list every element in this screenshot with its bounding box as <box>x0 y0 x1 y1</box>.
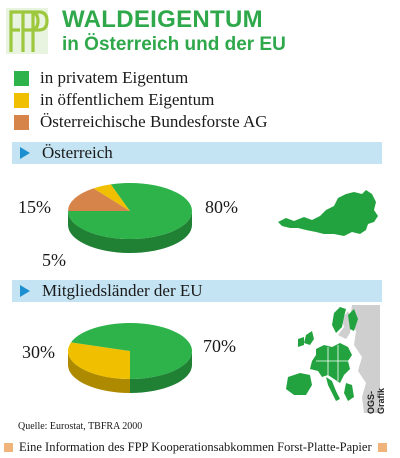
legend-swatch-public <box>14 92 29 108</box>
section-bar-austria: Österreich <box>12 142 382 164</box>
legend-label-private: in privatem Eigentum <box>40 68 189 87</box>
ogs-credit: OGS-Grafik <box>366 387 386 414</box>
fpp-logo <box>6 8 49 54</box>
data-label-private-eu: 70% <box>203 336 236 356</box>
pie-austria-side-0 <box>68 211 192 253</box>
legend-item-private: in privatem Eigentum <box>14 67 268 89</box>
square-icon <box>4 442 13 452</box>
pie-austria-slice-0 <box>68 183 193 239</box>
pie-chart-eu <box>67 323 192 393</box>
section-title-austria: Österreich <box>42 143 113 162</box>
pie-austria-slice-2 <box>68 188 130 211</box>
pie-austria-slice-1 <box>93 184 130 211</box>
legend-label-bundesforste: Österreichische Bundesforste AG <box>40 112 268 131</box>
legend-item-public: in öffentlichem Eigentum <box>14 89 268 111</box>
data-label-private-austria: 80% <box>205 197 238 217</box>
legend-label-public: in öffentlichem Eigentum <box>40 90 215 109</box>
arrow-right-icon <box>20 285 30 297</box>
austria-map-icon <box>278 190 378 236</box>
pie-eu-side-0 <box>130 351 192 393</box>
footer-text: Eine Information des FPP Kooperationsabk… <box>19 439 372 454</box>
data-label-public-eu: 30% <box>22 342 55 362</box>
footer: Eine Information des FPP Kooperationsabk… <box>0 437 400 457</box>
source-note: Quelle: Eurostat, TBFRA 2000 <box>18 421 143 432</box>
page-subtitle: in Österreich und der EU <box>62 34 286 55</box>
data-label-bundesforste-austria: 15% <box>18 197 51 217</box>
section-title-eu: Mitgliedsländer der EU <box>42 281 203 300</box>
legend-swatch-bundesforste <box>14 114 29 130</box>
pie-eu-side-1 <box>68 351 130 393</box>
square-icon <box>377 442 387 452</box>
section-bar-eu: Mitgliedsländer der EU <box>12 280 382 302</box>
arrow-right-icon <box>20 147 30 159</box>
pie-eu-slice-0 <box>71 323 192 379</box>
legend-item-bundesforste: Österreichische Bundesforste AG <box>14 111 268 133</box>
data-label-public-austria: 5% <box>42 250 66 270</box>
europe-map-icon <box>278 305 380 413</box>
pie-chart-austria <box>68 183 193 253</box>
legend-swatch-private <box>14 70 29 86</box>
page-title: WALDEIGENTUM <box>62 6 263 33</box>
pie-eu-slice-1 <box>67 342 130 379</box>
legend: in privatem Eigentum in öffentlichem Eig… <box>14 67 268 133</box>
